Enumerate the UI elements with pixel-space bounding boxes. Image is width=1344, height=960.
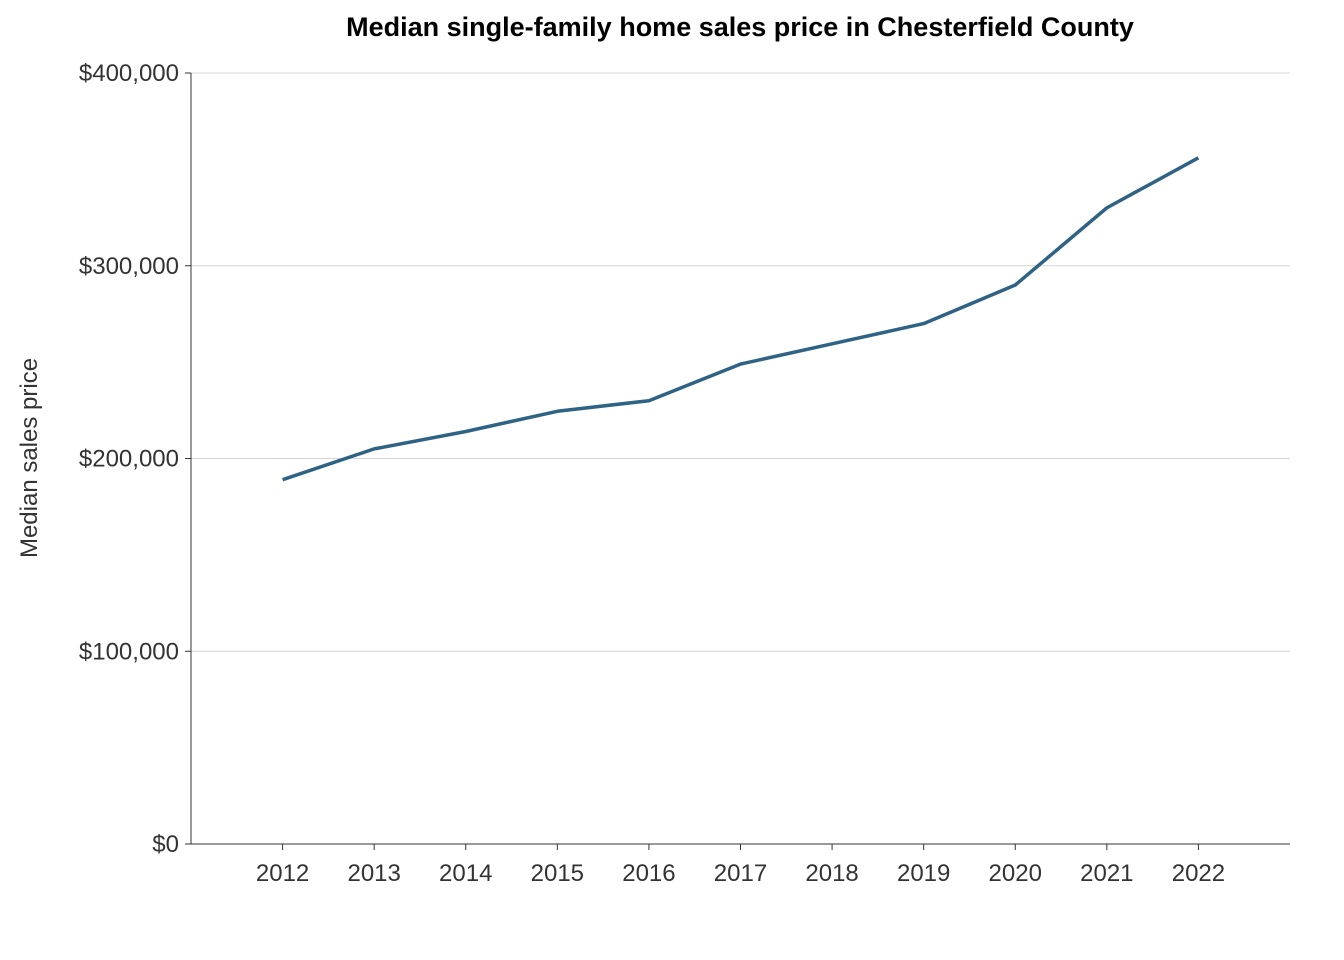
chart-title: Median single-family home sales price in… [346,12,1134,42]
x-tick-label: 2021 [1080,860,1133,887]
x-tick-label: 2016 [622,860,675,887]
gridlines [191,72,1290,652]
series-line [282,156,1200,482]
x-tick-label: 2014 [439,860,492,887]
x-tick-label: 2015 [531,860,584,887]
x-tick-label: 2022 [1172,860,1225,887]
y-tick-label: $200,000 [79,446,179,473]
y-tick-label: $0 [152,831,179,858]
x-tick-label: 2018 [805,860,858,887]
x-tick-label: 2017 [714,860,767,887]
series-layer [282,156,1200,482]
y-axis-ticks: $0 $100,000 $200,000 $300,000 $400,000 [79,60,191,858]
y-tick-label: $100,000 [79,638,179,665]
y-tick-label: $300,000 [79,253,179,280]
y-tick-label: $400,000 [79,60,179,87]
x-tick-label: 2019 [897,860,950,887]
x-axis-ticks: 2012 2013 2014 2015 2016 2017 2018 2019 2020 2021… [256,844,1225,887]
x-tick-label: 2012 [256,860,309,887]
x-tick-label: 2020 [989,860,1042,887]
y-axis-title: Median sales price [16,358,43,558]
x-tick-label: 2013 [347,860,400,887]
